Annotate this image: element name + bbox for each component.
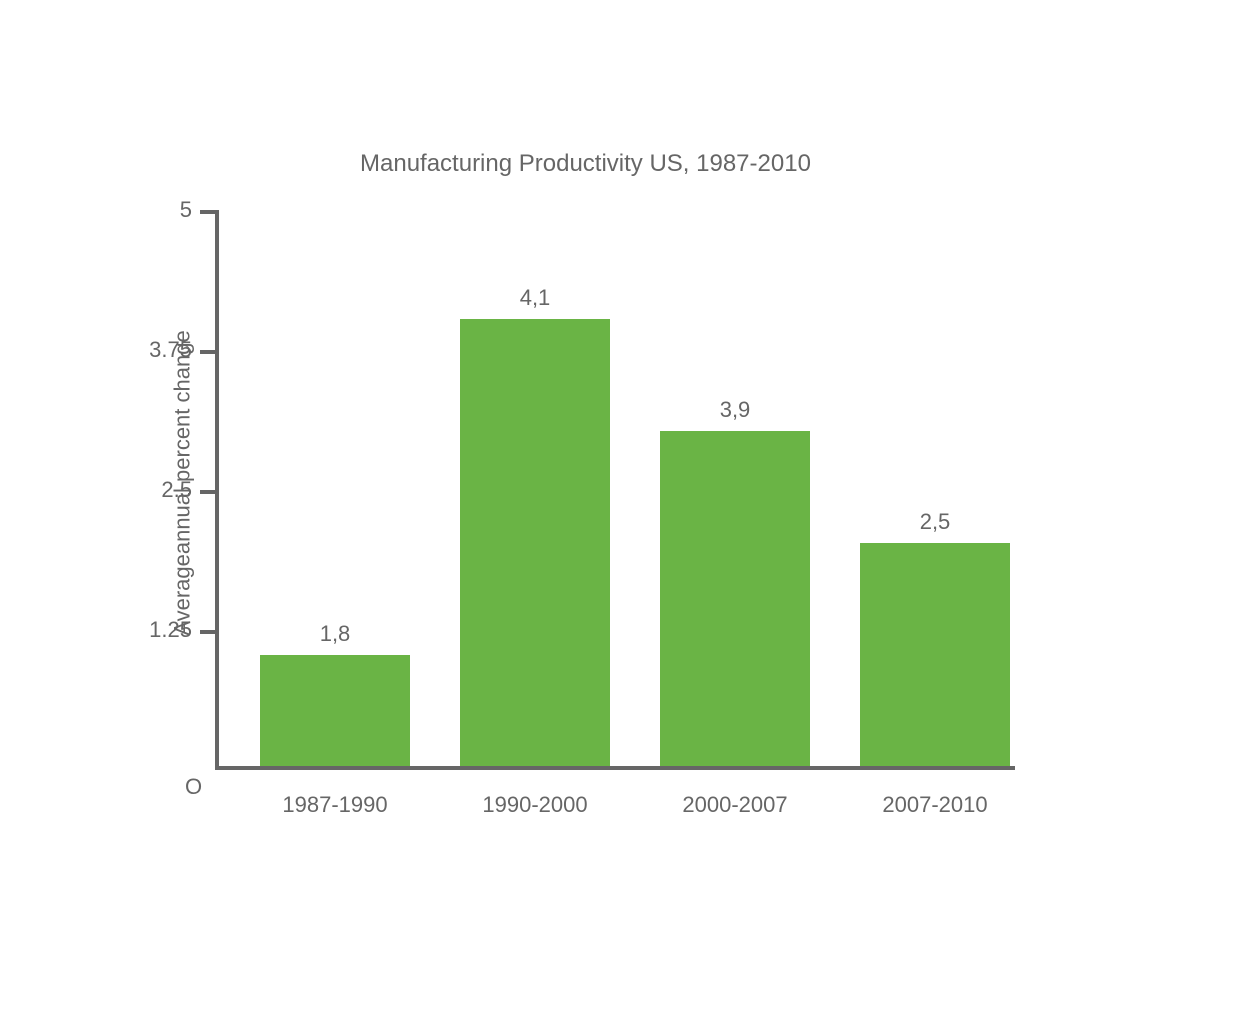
bar xyxy=(260,655,410,766)
bar-chart: Manufacturing Productivity US, 1987-2010… xyxy=(140,160,1040,840)
x-tick-label: 1987-1990 xyxy=(282,792,387,818)
y-tick-label: 5 xyxy=(180,197,200,223)
y-tick xyxy=(200,490,215,494)
zero-label: O xyxy=(185,774,202,800)
y-tick-label: 2.5 xyxy=(161,477,200,503)
bar-value-label: 2,5 xyxy=(920,509,951,535)
bar-value-label: 3,9 xyxy=(720,397,751,423)
y-axis xyxy=(215,210,219,770)
bar-value-label: 4,1 xyxy=(520,285,551,311)
bar-value-label: 1,8 xyxy=(320,621,351,647)
x-axis xyxy=(215,766,1015,770)
y-tick-label: 3.75 xyxy=(149,337,200,363)
plot-area: 1.252.53.755 1,81987-19904,11990-20003,9… xyxy=(215,210,1015,770)
y-tick xyxy=(200,210,215,214)
x-tick-label: 1990-2000 xyxy=(482,792,587,818)
y-tick-label: 1.25 xyxy=(149,617,200,643)
chart-title: Manufacturing Productivity US, 1987-2010 xyxy=(360,150,811,178)
bar xyxy=(860,543,1010,766)
y-tick xyxy=(200,630,215,634)
y-tick xyxy=(200,350,215,354)
x-tick-label: 2000-2007 xyxy=(682,792,787,818)
x-tick-label: 2007-2010 xyxy=(882,792,987,818)
bar xyxy=(460,319,610,766)
bar xyxy=(660,431,810,766)
